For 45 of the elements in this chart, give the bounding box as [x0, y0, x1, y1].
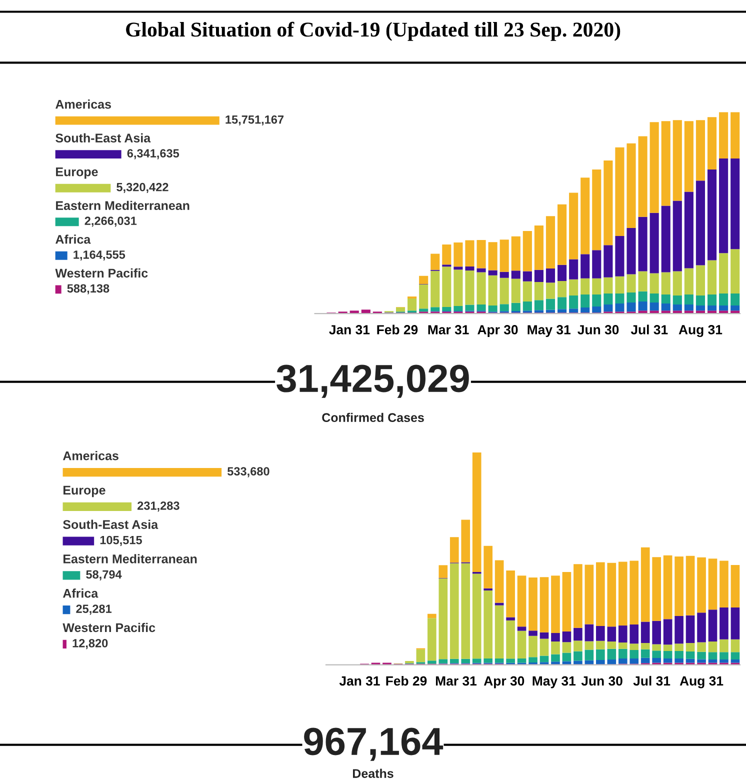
data-label: 6,341,635	[127, 149, 180, 160]
data-label: 25,281	[76, 604, 112, 615]
text: Global Situation of Covid-19 (Updated till 23 Sep. 2020)	[126, 22, 620, 41]
x-tick-label: Feb 29	[377, 324, 418, 334]
y-tick-label: Western Pacific	[55, 268, 148, 278]
data-label: 58,794	[86, 570, 122, 580]
y-tick-label: Eastern Mediterranean	[64, 554, 197, 564]
y-tick-label: Western Pacific	[62, 622, 156, 632]
x-tick-label: Mar 31	[436, 676, 477, 686]
x-tick-label: Aug 31	[680, 676, 724, 688]
y-tick-label: Europe	[64, 486, 106, 498]
x-tick-label: Jul 31	[633, 676, 670, 686]
x-tick-label: Aug 31	[678, 325, 722, 338]
x-tick-label: Apr 30	[478, 325, 518, 338]
text: 31,425,029	[276, 364, 469, 398]
x-tick-label: Jul 31	[630, 324, 668, 334]
x-tick-label: Jan 31	[339, 676, 380, 686]
text: 967,164	[304, 728, 444, 761]
data-label: 105,515	[100, 536, 142, 546]
y-tick-label: Africa	[62, 588, 98, 598]
data-label: 5,320,422	[116, 182, 168, 193]
x-tick-label: Apr 30	[484, 676, 524, 688]
data-label: 231,283	[137, 502, 180, 512]
data-label: 588,138	[67, 284, 110, 294]
data-label: 533,680	[227, 467, 270, 478]
text: Confirmed Cases	[322, 412, 424, 422]
y-tick-label: Americas	[62, 451, 118, 460]
y-tick-label: South-East Asia	[63, 520, 158, 529]
x-tick-label: Jan 31	[329, 325, 370, 334]
x-tick-label: Mar 31	[428, 325, 469, 334]
text: Deaths	[352, 768, 394, 778]
data-label: 15,751,167	[226, 115, 284, 126]
y-tick-label: Europe	[56, 168, 98, 179]
y-tick-label: Eastern Mediterranean	[56, 200, 190, 210]
y-tick-label: Americas	[56, 100, 111, 109]
x-tick-label: Jun 30	[581, 676, 622, 686]
y-tick-label: Africa	[56, 234, 91, 244]
x-tick-label: Jun 30	[578, 325, 619, 334]
x-tick-label: May 31	[532, 676, 576, 688]
x-tick-label: Feb 29	[386, 676, 427, 686]
x-tick-label: May 31	[528, 325, 570, 338]
data-label: 2,266,031	[84, 216, 137, 227]
data-label: 12,820	[72, 639, 108, 650]
y-tick-label: South-East Asia	[56, 133, 151, 142]
data-label: 1,164,555	[74, 250, 126, 261]
